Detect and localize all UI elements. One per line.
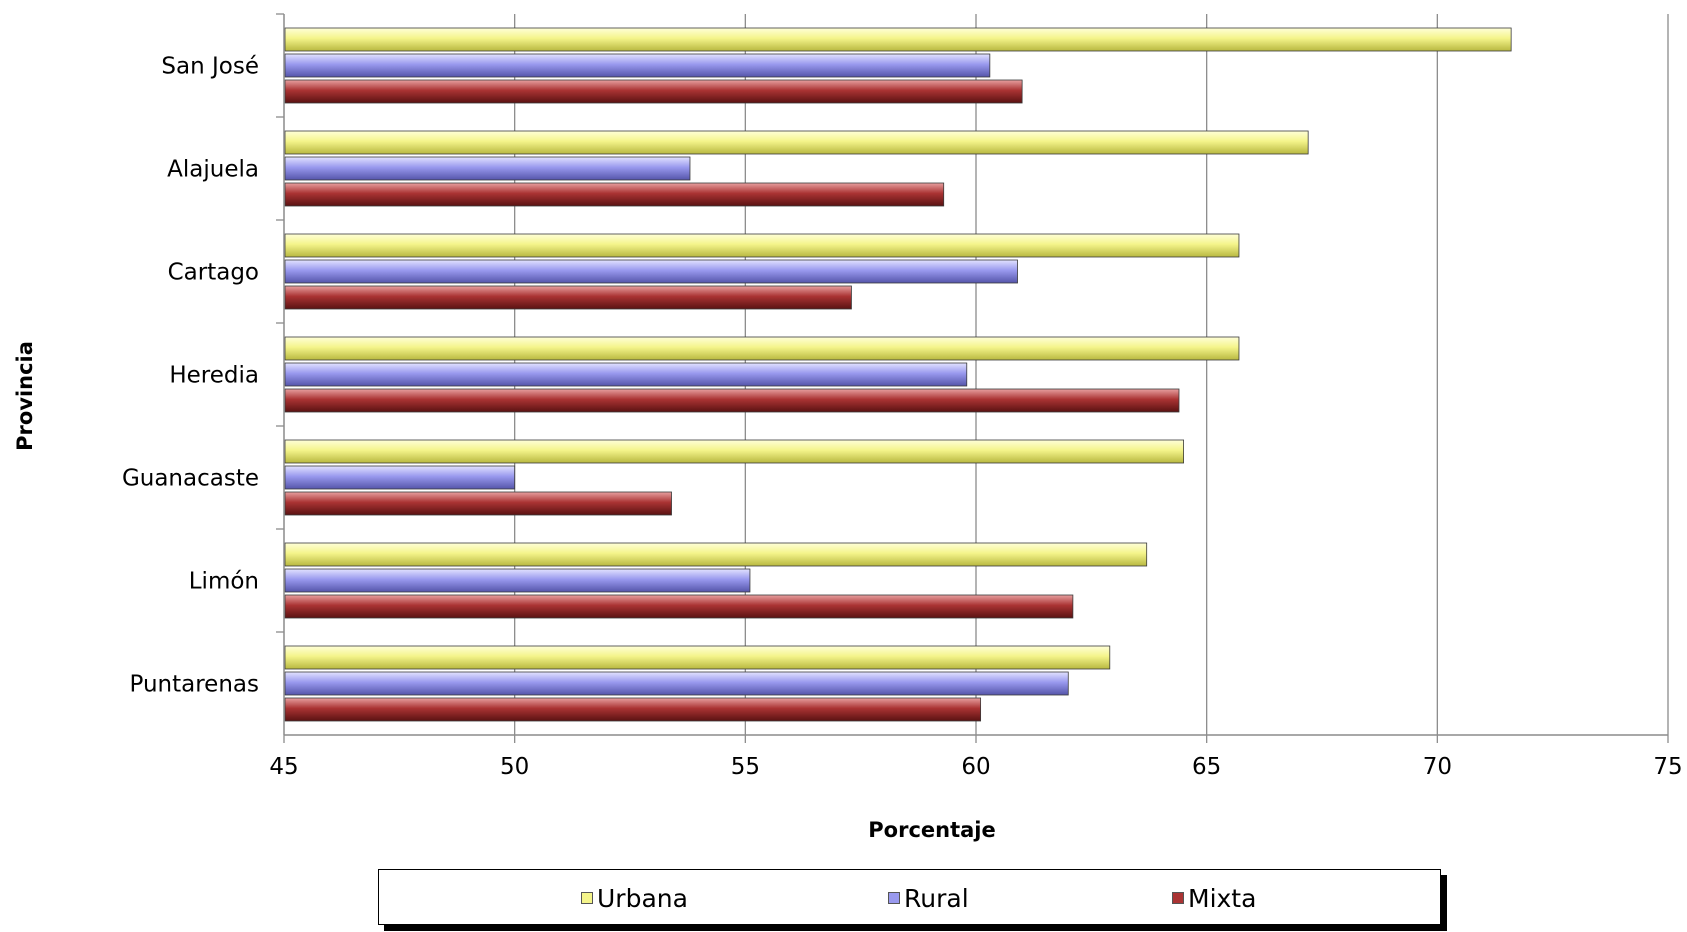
bar-chart: 45 50 55 60 65 70 75 San José Alajuela Cartago Her…: [13, 13, 1683, 842]
y-tick-label-alajuela: Alajuela: [167, 157, 259, 183]
bar-rural-heredia: [284, 362, 968, 387]
bar-mixta-cartago: [284, 285, 852, 310]
x-tick-label-55: 55: [731, 754, 760, 780]
legend-label-rural: Rural: [904, 883, 969, 913]
legend-label-urbana: Urbana: [597, 883, 688, 913]
legend-swatch-rural: [888, 892, 900, 904]
bar-rural-guanacaste: [284, 465, 516, 490]
x-axis-title: Porcentaje: [868, 818, 995, 842]
x-tick-label-60: 60: [961, 754, 990, 780]
bar-rural-puntarenas: [284, 671, 1069, 696]
bar-mixta-puntarenas: [284, 697, 982, 722]
legend-item-rural: Rural: [888, 870, 969, 926]
bar-rural-alajuela: [284, 156, 691, 181]
bar-mixta-alajuela: [284, 182, 945, 207]
legend-swatch-mixta: [1172, 892, 1184, 904]
bar-urbana-puntarenas: [284, 645, 1111, 670]
x-tick-label-45: 45: [269, 754, 298, 780]
legend: Urbana Rural Mixta: [378, 869, 1441, 925]
x-tick-label-65: 65: [1192, 754, 1221, 780]
bar-mixta-guanacaste: [284, 491, 672, 516]
bars: [284, 27, 1512, 722]
bar-urbana-alajuela: [284, 130, 1309, 155]
legend-swatch-urbana: [581, 892, 593, 904]
bar-urbana-limon: [284, 542, 1148, 567]
legend-item-urbana: Urbana: [581, 870, 688, 926]
legend-label-mixta: Mixta: [1188, 883, 1257, 913]
axes: [276, 13, 1669, 743]
x-tick-label-70: 70: [1423, 754, 1452, 780]
y-tick-label-puntarenas: Puntarenas: [130, 672, 260, 698]
y-tick-label-san-jose: San José: [161, 54, 259, 80]
bar-urbana-cartago: [284, 233, 1240, 258]
bar-mixta-limon: [284, 594, 1074, 619]
bar-rural-limon: [284, 568, 751, 593]
bar-mixta-san-jose: [284, 79, 1023, 104]
bar-mixta-heredia: [284, 388, 1180, 413]
tick-labels: 45 50 55 60 65 70 75 San José Alajuela Cartago Her…: [122, 54, 1683, 781]
bar-urbana-heredia: [284, 336, 1240, 361]
y-tick-label-limon: Limón: [189, 569, 259, 595]
bar-rural-cartago: [284, 259, 1018, 284]
bar-urbana-guanacaste: [284, 439, 1184, 464]
x-tick-label-75: 75: [1653, 754, 1682, 780]
legend-item-mixta: Mixta: [1172, 870, 1256, 926]
bar-urbana-san-jose: [284, 27, 1512, 52]
y-tick-label-guanacaste: Guanacaste: [122, 466, 259, 492]
y-tick-label-cartago: Cartago: [168, 260, 259, 286]
y-tick-label-heredia: Heredia: [169, 363, 259, 389]
bar-rural-san-jose: [284, 53, 991, 78]
y-axis-title: Provincia: [13, 341, 37, 451]
x-tick-label-50: 50: [500, 754, 529, 780]
